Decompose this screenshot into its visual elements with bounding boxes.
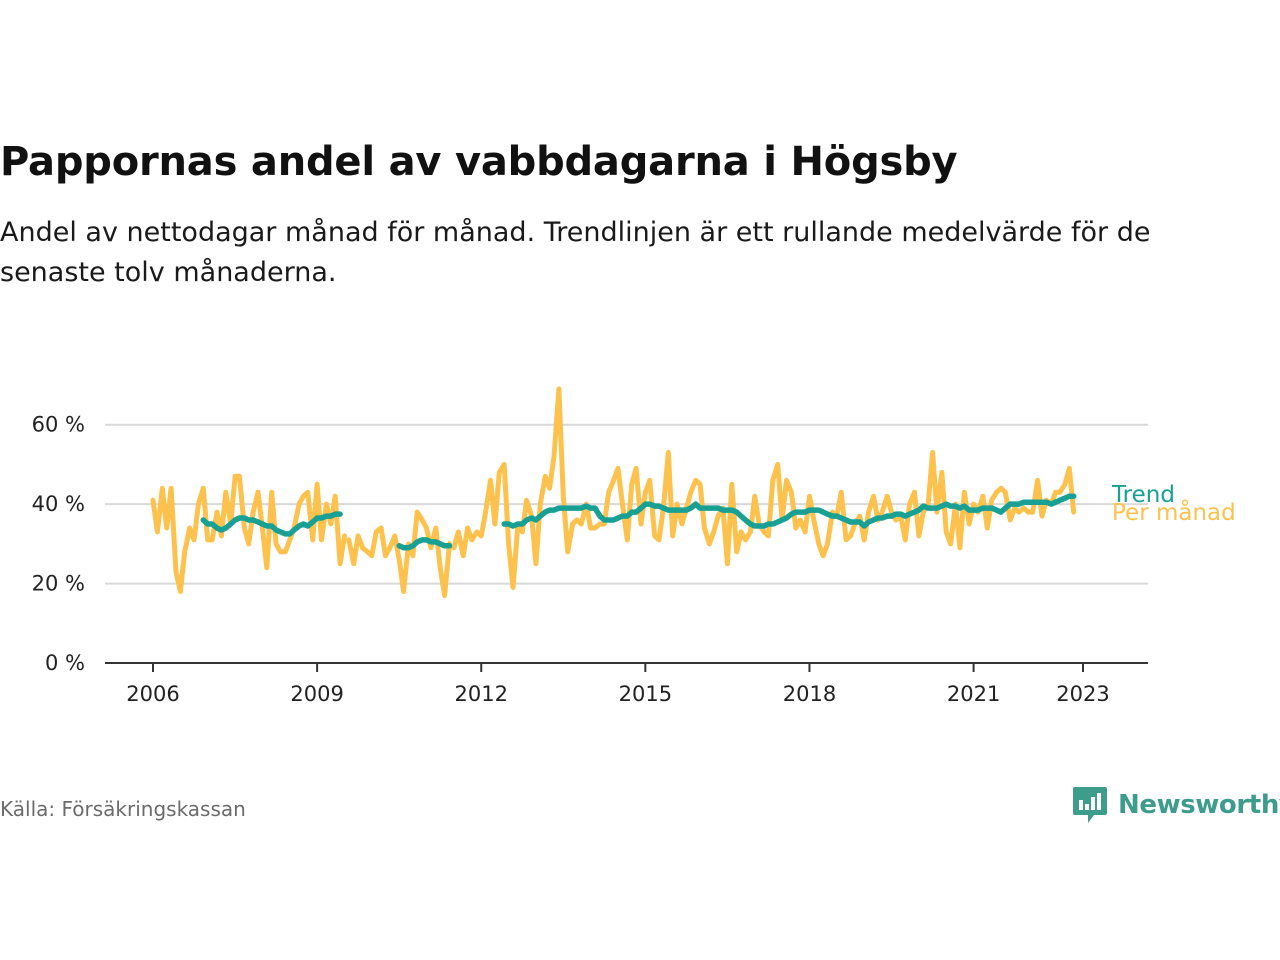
- brand-name: Newsworthy: [1118, 790, 1280, 820]
- series-trend-line: [501, 493, 1077, 529]
- legend-label-per-manad: Per månad: [1112, 498, 1236, 526]
- brand-logo: Newsworthy: [1072, 785, 1280, 825]
- series-per-manad-line: [150, 473, 347, 594]
- x-tick-label: 2015: [619, 682, 672, 706]
- x-tick-label: 2018: [783, 682, 836, 706]
- x-tick-label: 2021: [947, 682, 1000, 706]
- source-note: Källa: Försäkringskassan: [0, 797, 246, 821]
- y-tick-label: 60 %: [32, 413, 85, 437]
- y-tick-label: 40 %: [32, 492, 85, 516]
- y-tick-labels: 0 % 20 % 40 % 60 %: [32, 413, 85, 675]
- newsworthy-logo-icon: [1073, 787, 1107, 823]
- chart-title: Pappornas andel av vabbdagarna i Högsby: [0, 139, 958, 185]
- series-layer: [150, 386, 1077, 598]
- y-tick-label: 0 %: [45, 651, 85, 675]
- series-trend-line: [396, 537, 453, 551]
- y-tick-label: 20 %: [32, 572, 85, 596]
- x-tick-label: 2023: [1056, 682, 1109, 706]
- line-chart: 0 % 20 % 40 % 60 % 2006 2009 2012 2015 2018 2021…: [32, 386, 1236, 706]
- series-trend-line: [200, 511, 343, 537]
- x-tick-label: 2012: [455, 682, 508, 706]
- legend-label-trend: Trend: [1111, 482, 1175, 508]
- chart-subtitle: Andel av nettodagar månad för månad. Tre…: [0, 217, 1151, 288]
- series-per-manad-line: [451, 386, 1077, 590]
- x-tick-labels: 2006 2009 2012 2015 2018 2021 2023: [126, 663, 1110, 706]
- x-tick-label: 2006: [126, 682, 179, 706]
- x-tick-label: 2009: [290, 682, 343, 706]
